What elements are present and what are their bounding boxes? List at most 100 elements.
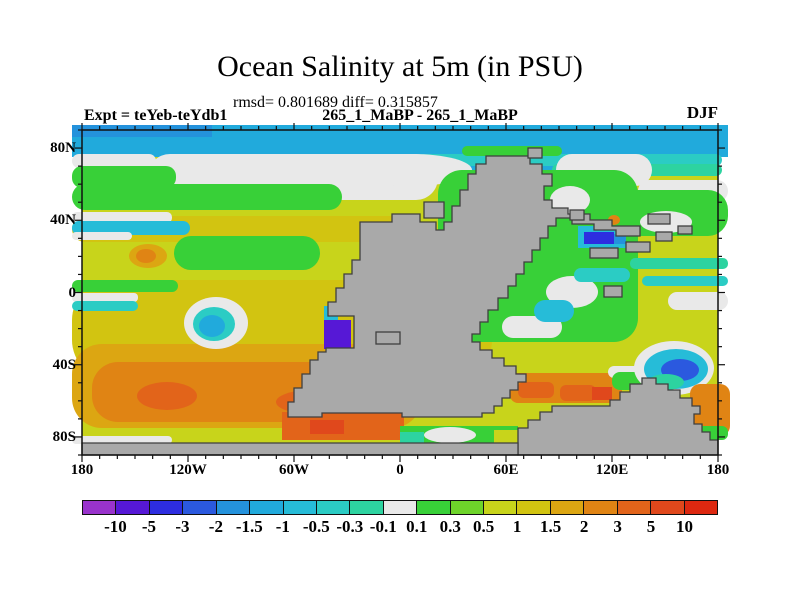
experiment-label: Expt = teYeb-teYdb1 xyxy=(84,107,228,124)
anomaly-patch-purple xyxy=(324,320,351,349)
colorbar-tick-label: -3 xyxy=(175,517,190,536)
lat-tick-label: 0 xyxy=(68,284,77,301)
colorbar-cell xyxy=(617,501,652,514)
lat-tick-label: 80S xyxy=(52,428,76,445)
colorbar-cell xyxy=(83,501,117,514)
colorbar-cell xyxy=(283,501,317,514)
colorbar-tick-label: 10 xyxy=(676,517,694,536)
colorbar-cell xyxy=(350,501,384,514)
land-west-nub xyxy=(423,201,445,219)
island xyxy=(655,231,673,242)
ocean-region xyxy=(518,382,554,398)
anomaly-patch-red xyxy=(592,387,612,400)
lon-tick-label: 60W xyxy=(279,462,309,478)
ocean-region xyxy=(690,384,730,436)
colorbar-tick-label: 2 xyxy=(579,517,589,536)
lat-tick-label: 40N xyxy=(50,212,76,229)
map-figure xyxy=(72,123,730,462)
island xyxy=(589,247,619,259)
ocean-region xyxy=(494,430,520,444)
colorbar-tick-label: -0.5 xyxy=(302,517,330,536)
colorbar-tick-label: 0.3 xyxy=(439,517,461,536)
ocean-region xyxy=(352,154,472,186)
colorbar-cell xyxy=(684,501,718,514)
ocean-region xyxy=(136,249,156,263)
ocean-region xyxy=(534,300,574,322)
lat-tick-label: 40S xyxy=(52,356,76,373)
colorbar-tick-label: 3 xyxy=(613,517,622,536)
colorbar-cell xyxy=(183,501,217,514)
stats-line: rmsd= 0.801689 diff= 0.315857 xyxy=(233,94,438,111)
colorbar-cell xyxy=(216,501,251,514)
island xyxy=(677,225,693,235)
colorbar-tick-label: 1.5 xyxy=(540,517,562,536)
colorbar-cell xyxy=(116,501,150,514)
ocean-region xyxy=(424,427,476,443)
ocean-region xyxy=(72,125,212,137)
lon-tick-label: 180 xyxy=(706,462,730,478)
colorbar-cell xyxy=(651,501,685,514)
lon-tick-label: 120E xyxy=(595,462,629,478)
island xyxy=(625,241,651,253)
bottom-land-strip xyxy=(81,442,519,456)
colorbar-tick-label: 0.5 xyxy=(473,517,495,536)
colorbar-tick-label: -2 xyxy=(208,517,223,536)
colorbar-tick-label: -0.3 xyxy=(336,517,364,536)
colorbar-tick-label: -10 xyxy=(104,517,127,536)
colorbar-cell xyxy=(450,501,485,514)
land-layer xyxy=(81,147,719,456)
colorbar-labels: -10 -5 -3 -2 -1.5 -1 -0.5 -0.3 -0.1 0.1 0.3 0.5 1 1.5… xyxy=(82,517,718,539)
ocean-region xyxy=(310,420,344,434)
ocean-region xyxy=(72,154,156,168)
colorbar-cell xyxy=(517,501,551,514)
ocean-region xyxy=(642,276,728,286)
ocean-region xyxy=(72,436,172,444)
ocean-region xyxy=(137,382,197,410)
map-plot xyxy=(72,123,730,462)
colorbar-tick-label: 5 xyxy=(646,517,656,536)
ocean-region xyxy=(668,292,728,310)
ocean-region xyxy=(630,258,728,269)
ocean-region xyxy=(574,268,630,282)
island xyxy=(647,213,671,225)
colorbar-cell xyxy=(550,501,585,514)
ocean-region xyxy=(199,315,225,337)
season-label: DJF xyxy=(686,103,718,122)
ocean-region xyxy=(174,236,320,270)
ocean-region xyxy=(400,432,424,443)
lat-tick-label: 80N xyxy=(50,140,76,157)
colorbar-cell xyxy=(316,501,351,514)
southeast-land-arm xyxy=(517,377,719,456)
comparison-line: 265_1_MaBP - 265_1_MaBP xyxy=(322,107,518,124)
anomaly-patch-dark-blue xyxy=(584,232,614,244)
colorbar-cell xyxy=(250,501,284,514)
ocean-region xyxy=(614,234,626,244)
lon-tick-label: 60E xyxy=(493,462,519,478)
colorbar-cell xyxy=(484,501,518,514)
ocean-region xyxy=(72,166,176,188)
ocean-region xyxy=(72,280,178,292)
ocean-region xyxy=(72,232,132,240)
colorbar-tick-label: 0.1 xyxy=(406,517,428,536)
colorbar-tick-label: -1.5 xyxy=(235,517,263,536)
colorbar-tick-label: 1 xyxy=(512,517,522,536)
ocean-region xyxy=(560,385,596,401)
ocean-region xyxy=(72,212,172,223)
ocean-region xyxy=(462,146,562,156)
ocean-region xyxy=(72,184,342,210)
ocean-region xyxy=(550,186,590,214)
colorbar-tick-label: -5 xyxy=(141,517,157,536)
colorbar-cell xyxy=(584,501,618,514)
colorbar-cell xyxy=(417,501,451,514)
island xyxy=(527,147,543,159)
land-mass-supercontinent xyxy=(287,155,641,418)
island xyxy=(375,331,401,345)
lon-tick-label: 0 xyxy=(396,462,404,478)
lon-tick-label: 180 xyxy=(70,462,94,478)
lon-tick-label: 120W xyxy=(169,462,207,478)
page-title: Ocean Salinity at 5m (in PSU) xyxy=(217,50,583,83)
ocean-region xyxy=(72,301,138,311)
colorbar-tick-label: -1 xyxy=(275,517,290,536)
map-border xyxy=(81,129,719,456)
colorbar-cell xyxy=(149,501,184,514)
